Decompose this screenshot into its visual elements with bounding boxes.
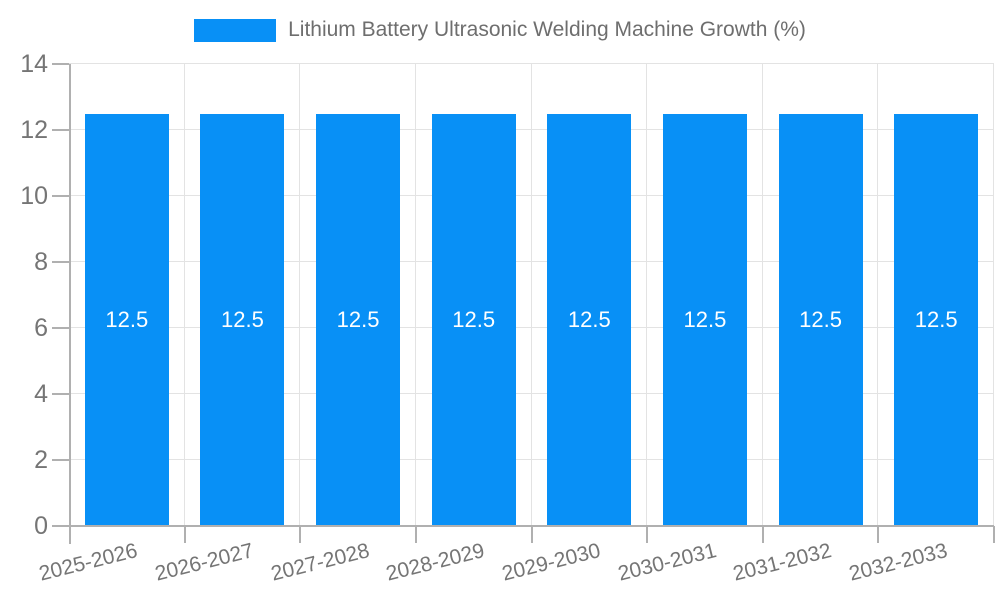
y-axis-tick: [52, 129, 69, 131]
bar[interactable]: 12.5: [778, 113, 863, 526]
y-axis-tick: [52, 261, 69, 263]
bar[interactable]: 12.5: [84, 113, 169, 526]
bar[interactable]: 12.5: [316, 113, 401, 526]
gridline-vertical: [299, 64, 301, 526]
gridline-vertical: [993, 64, 994, 526]
x-axis-tick: [414, 526, 417, 543]
gridline-vertical: [877, 64, 879, 526]
x-tick-label: 2027-2028: [268, 539, 372, 586]
gridline-horizontal: [69, 261, 994, 262]
legend-swatch: [194, 18, 277, 42]
y-axis-tick: [52, 393, 69, 395]
x-tick-label: 2028-2029: [383, 539, 488, 586]
y-tick-label: 4: [34, 380, 48, 408]
gridline-horizontal: [69, 63, 994, 64]
gridline-vertical: [530, 64, 532, 526]
bar-value-label: 12.5: [799, 306, 842, 332]
bar[interactable]: 12.5: [547, 113, 632, 526]
gridline-vertical: [414, 64, 416, 526]
y-axis-line: [69, 64, 71, 544]
x-tick-label: 2025-2026: [37, 539, 141, 586]
gridline-horizontal: [69, 195, 994, 196]
bar-value-label: 12.5: [452, 306, 496, 332]
y-axis-tick: [52, 525, 69, 527]
y-axis-tick: [52, 459, 69, 461]
gridline-vertical: [761, 64, 763, 526]
bar-value-label: 12.5: [336, 306, 380, 332]
x-axis-tick: [993, 526, 995, 543]
legend-label: Lithium Battery Ultrasonic Welding Machi…: [288, 18, 806, 41]
y-tick-label: 10: [20, 182, 48, 210]
x-tick-label: 2031-2032: [730, 539, 834, 586]
x-tick-label: 2032-2033: [846, 539, 950, 586]
x-tick-label: 2030-2031: [615, 539, 719, 586]
bar[interactable]: 12.5: [431, 113, 516, 526]
y-axis-tick: [52, 63, 69, 65]
x-tick-label: 2029-2030: [499, 539, 603, 586]
y-tick-label: 14: [20, 50, 48, 78]
bar[interactable]: 12.5: [894, 113, 979, 526]
y-tick-label: 0: [34, 512, 48, 540]
bar[interactable]: 12.5: [200, 113, 285, 526]
gridline-horizontal: [69, 129, 994, 130]
y-tick-label: 8: [34, 248, 48, 276]
x-axis-tick: [530, 526, 533, 543]
plot-area: 12.5 12.5 12.5 12.5 12.5 12.5 12.5 12.5: [52, 63, 995, 544]
x-axis-tick: [761, 526, 764, 543]
bar-value-label: 12.5: [567, 306, 611, 332]
x-axis-tick: [646, 526, 649, 543]
gridline-vertical: [646, 64, 648, 526]
bar-value-label: 12.5: [105, 306, 149, 332]
y-tick-label: 2: [34, 446, 48, 474]
bar-value-label: 12.5: [683, 306, 727, 332]
x-axis-line: [69, 525, 994, 527]
y-tick-label: 6: [34, 314, 48, 342]
gridline-vertical: [183, 64, 185, 526]
gridline-horizontal: [69, 327, 994, 328]
gridline-horizontal: [69, 459, 994, 460]
y-tick-label: 12: [20, 116, 48, 144]
y-axis-tick: [52, 327, 69, 329]
x-tick-label: 2026-2027: [152, 539, 256, 586]
gridline-horizontal: [69, 393, 994, 394]
x-axis-tick: [183, 526, 186, 543]
bar-value-label: 12.5: [914, 306, 958, 332]
x-axis-tick: [877, 526, 880, 543]
bar[interactable]: 12.5: [662, 113, 747, 526]
x-axis-tick: [299, 526, 302, 543]
chart-legend[interactable]: Lithium Battery Ultrasonic Welding Machi…: [0, 18, 1000, 42]
y-axis-tick: [52, 195, 69, 197]
bar-value-label: 12.5: [221, 306, 264, 332]
